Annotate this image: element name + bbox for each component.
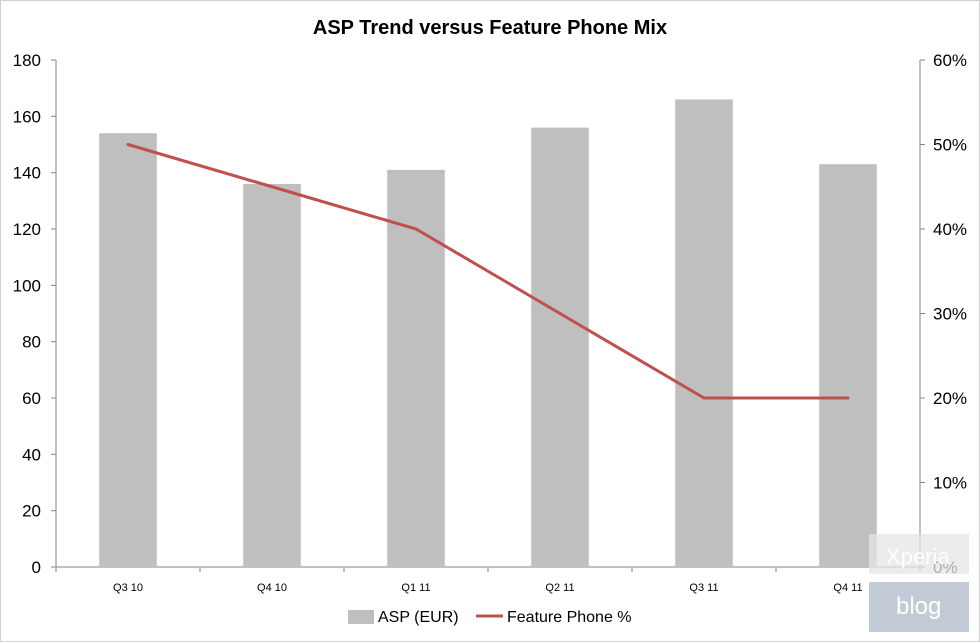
watermark-top-box <box>869 534 969 574</box>
right-tick-label: 60% <box>933 51 967 70</box>
left-tick-label: 180 <box>13 51 41 70</box>
legend-label-asp: ASP (EUR) <box>378 609 459 626</box>
feature-phone-point <box>126 143 130 146</box>
asp-bar <box>819 164 877 567</box>
x-axis-ticks: Q3 10 Q4 10 Q1 11 Q2 11 Q3 11 Q4 11 <box>55 567 921 594</box>
right-tick-label: 20% <box>933 389 967 408</box>
asp-bar <box>243 183 301 567</box>
feature-phone-point <box>414 227 418 231</box>
right-tick-label: 50% <box>933 136 967 155</box>
left-tick-label: 0 <box>32 558 41 577</box>
x-tick-label: Q1 11 <box>401 582 430 594</box>
left-tick-label: 40 <box>22 445 41 464</box>
left-tick-label: 100 <box>13 276 41 295</box>
left-tick-label: 80 <box>22 333 41 352</box>
left-tick-label: 160 <box>13 107 41 126</box>
asp-bars <box>99 99 877 567</box>
right-tick-label: 40% <box>933 220 967 239</box>
watermark-xperia-text: Xperia <box>886 544 950 569</box>
feature-phone-point <box>846 396 850 400</box>
right-axis-ticks: 0%10%20%30%40%50%60% <box>920 51 967 577</box>
x-tick-label: Q2 11 <box>545 582 574 594</box>
asp-bar <box>99 133 157 567</box>
x-tick-label: Q4 10 <box>257 582 287 594</box>
left-tick-label: 60 <box>22 389 41 408</box>
feature-phone-point <box>702 396 706 400</box>
asp-bar <box>531 127 589 567</box>
axes <box>55 60 921 568</box>
legend-swatch-asp <box>348 610 374 624</box>
x-tick-label: Q4 11 <box>833 582 862 594</box>
asp-bar <box>675 99 733 567</box>
feature-phone-point <box>558 312 562 315</box>
left-tick-label: 20 <box>22 502 41 521</box>
asp-bar <box>387 169 445 567</box>
right-tick-label: 30% <box>933 305 967 324</box>
watermark-bottom-box <box>869 582 969 632</box>
left-tick-label: 140 <box>13 164 41 183</box>
x-tick-label: Q3 10 <box>113 582 143 594</box>
feature-phone-line <box>126 143 850 400</box>
legend: ASP (EUR) Feature Phone % <box>348 609 632 626</box>
left-axis-ticks: 0 20 40 60 80 100 120 140 160 180 <box>13 51 56 577</box>
right-tick-label: 10% <box>933 474 967 493</box>
feature-phone-point <box>270 185 274 189</box>
feature-phone-polyline <box>127 143 848 400</box>
legend-label-feature-phone: Feature Phone % <box>507 609 632 626</box>
left-tick-label: 120 <box>13 220 41 239</box>
x-tick-label: Q3 11 <box>689 582 718 594</box>
xperia-blog-watermark: Xperia blog <box>869 534 969 632</box>
chart-title: ASP Trend versus Feature Phone Mix <box>313 17 667 39</box>
watermark-blog-text: blog <box>896 593 941 620</box>
